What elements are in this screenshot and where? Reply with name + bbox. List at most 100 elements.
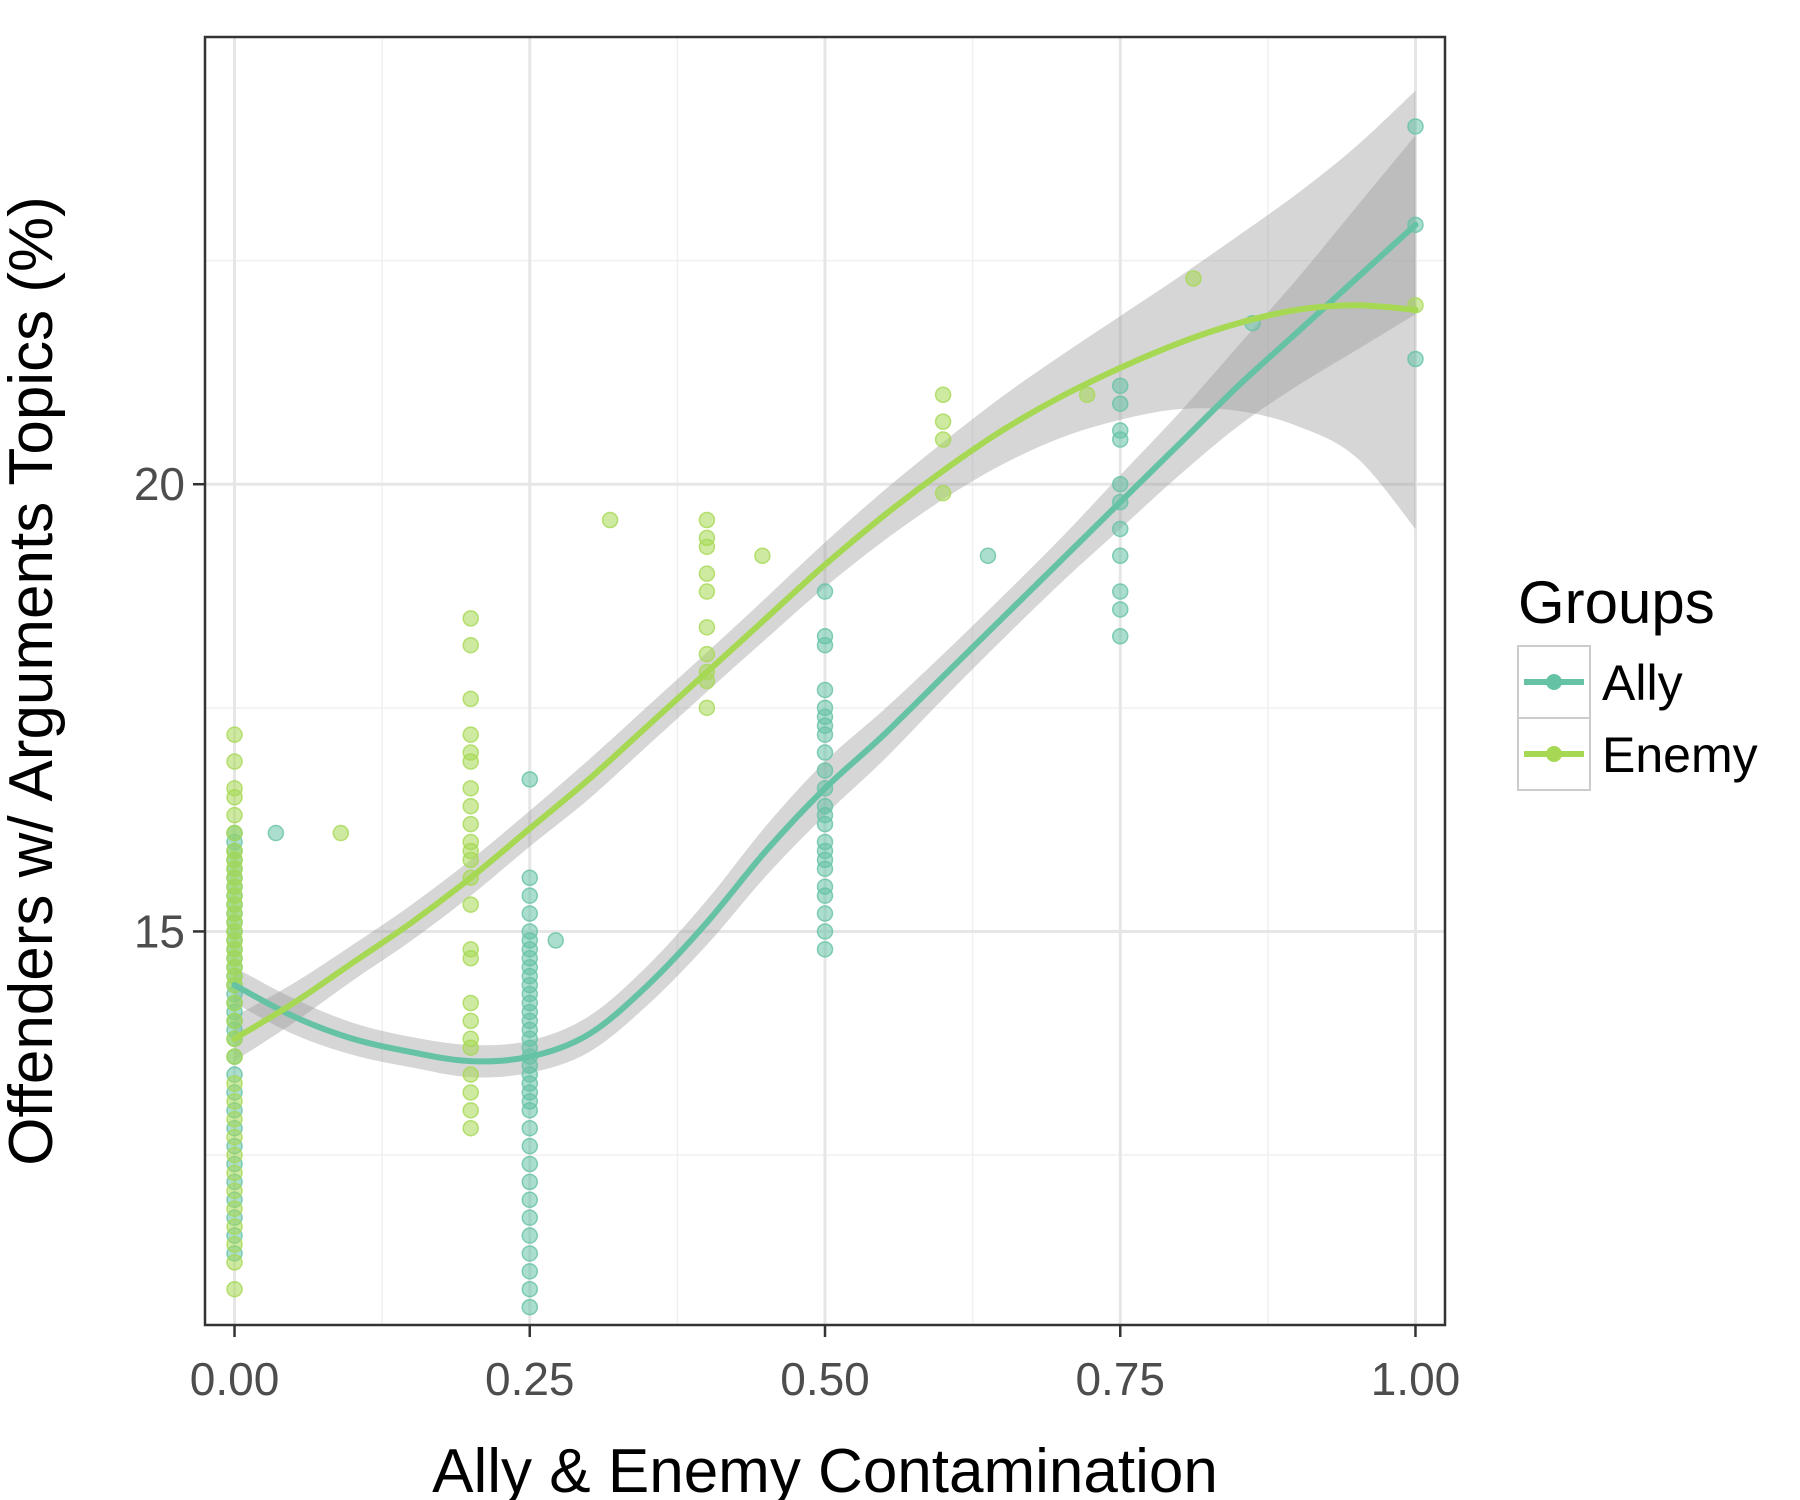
- data-point-ally: [816, 905, 834, 922]
- data-point-enemy: [462, 753, 479, 770]
- data-point-ally: [521, 1137, 539, 1155]
- data-point-enemy: [698, 619, 716, 636]
- data-point-enemy: [698, 583, 716, 600]
- x-tick-label: 0.75: [1075, 1353, 1165, 1405]
- data-point-ally: [816, 762, 834, 779]
- data-point-enemy: [934, 431, 952, 448]
- data-point-enemy: [698, 645, 716, 663]
- x-axis-title: Ally & Enemy Contamination: [432, 1437, 1218, 1500]
- data-point-ally: [816, 941, 834, 958]
- data-point-enemy: [462, 1066, 479, 1083]
- data-point-ally: [521, 1280, 539, 1298]
- data-point-enemy: [462, 1119, 479, 1137]
- data-point-ally: [1111, 377, 1129, 395]
- fit-line-ally: [231, 221, 1419, 1065]
- data-point-enemy: [462, 896, 479, 913]
- data-point-enemy: [226, 1218, 243, 1235]
- data-point-enemy: [226, 1182, 243, 1200]
- data-point-enemy: [462, 1012, 479, 1030]
- data-point-ally: [521, 1191, 539, 1209]
- data-point-ally: [816, 923, 834, 940]
- data-point-enemy: [601, 511, 619, 529]
- data-point-enemy: [226, 1048, 243, 1065]
- data-point-ally: [1111, 547, 1129, 565]
- data-point-enemy: [462, 1039, 479, 1056]
- data-point-ally: [521, 1155, 539, 1173]
- data-point-enemy: [462, 851, 479, 869]
- data-point-enemy: [1078, 386, 1096, 404]
- data-point-enemy: [462, 994, 479, 1012]
- data-point-ally: [521, 1102, 539, 1119]
- data-points: [226, 118, 1424, 1316]
- x-tick-label: 0.25: [485, 1353, 575, 1405]
- axes: 0.00 0.25 0.50 0.75 1.00 15 20: [134, 458, 1460, 1405]
- x-tick-label: 1.00: [1371, 1353, 1461, 1405]
- data-point-enemy: [1185, 270, 1202, 287]
- data-point-ally: [1111, 520, 1129, 538]
- data-point-enemy: [462, 950, 479, 967]
- legend-label-ally: Ally: [1602, 655, 1683, 711]
- data-point-ally: [979, 547, 997, 565]
- legend-marker-ally: [1546, 674, 1562, 690]
- data-point-ally: [521, 1263, 539, 1280]
- data-point-ally: [521, 1227, 539, 1244]
- data-point-ally: [521, 1245, 539, 1262]
- data-point-enemy: [698, 511, 716, 529]
- data-point-enemy: [934, 413, 952, 430]
- data-point-enemy: [698, 538, 716, 556]
- y-tick-label: 20: [134, 458, 185, 510]
- fit-lines: [231, 221, 1419, 1065]
- data-point-ally: [521, 1298, 539, 1316]
- data-point-ally: [816, 744, 834, 761]
- legend-item-enemy: Enemy: [1517, 717, 1758, 791]
- data-point-enemy: [226, 753, 243, 770]
- data-point-enemy: [226, 789, 243, 806]
- data-point-enemy: [226, 1200, 243, 1217]
- data-point-enemy: [698, 565, 716, 582]
- data-point-ally: [1111, 601, 1129, 618]
- data-point-ally: [816, 681, 834, 699]
- fit-line-enemy: [231, 302, 1419, 1042]
- data-point-ally: [816, 815, 834, 833]
- data-point-ally: [1111, 475, 1129, 493]
- x-tick-label: 0.00: [190, 1353, 280, 1405]
- data-point-enemy: [226, 1280, 243, 1298]
- data-point-enemy: [462, 610, 479, 627]
- data-point-enemy: [226, 824, 243, 842]
- data-point-ally: [1111, 628, 1129, 645]
- data-point-enemy: [332, 824, 350, 842]
- data-point-ally: [1111, 395, 1129, 412]
- data-point-ally: [1111, 431, 1129, 448]
- data-point-ally: [521, 887, 539, 904]
- data-point-enemy: [462, 797, 479, 815]
- data-point-enemy: [698, 699, 716, 717]
- data-point-enemy: [226, 726, 243, 743]
- confidence-bands: [234, 90, 1416, 1078]
- data-point-enemy: [226, 1236, 243, 1253]
- data-point-enemy: [462, 726, 479, 743]
- data-point-ally: [547, 932, 564, 949]
- confidence-band-enemy: [234, 90, 1416, 1062]
- data-point-ally: [521, 1119, 539, 1137]
- y-tick-label: 15: [134, 905, 185, 957]
- data-point-enemy: [934, 484, 952, 502]
- data-point-enemy: [226, 1075, 243, 1092]
- data-point-ally: [521, 869, 539, 887]
- data-point-ally: [267, 824, 285, 842]
- data-point-ally: [1111, 583, 1129, 600]
- x-tick-label: 0.50: [780, 1353, 870, 1405]
- data-point-enemy: [754, 547, 771, 565]
- legend-marker-enemy: [1546, 746, 1562, 762]
- data-point-enemy: [934, 386, 952, 404]
- legend-item-ally: Ally: [1517, 645, 1683, 719]
- y-axis-title: Offenders w/ Arguments Topics (%): [0, 196, 66, 1165]
- data-point-enemy: [462, 780, 479, 797]
- data-point-ally: [816, 860, 834, 878]
- data-point-ally: [816, 583, 834, 600]
- data-point-ally: [521, 1173, 539, 1191]
- data-point-ally: [816, 636, 834, 654]
- data-point-enemy: [462, 1102, 479, 1119]
- data-point-ally: [816, 887, 834, 904]
- legend: Groups Ally Enemy: [1517, 569, 1758, 791]
- data-point-enemy: [462, 636, 479, 654]
